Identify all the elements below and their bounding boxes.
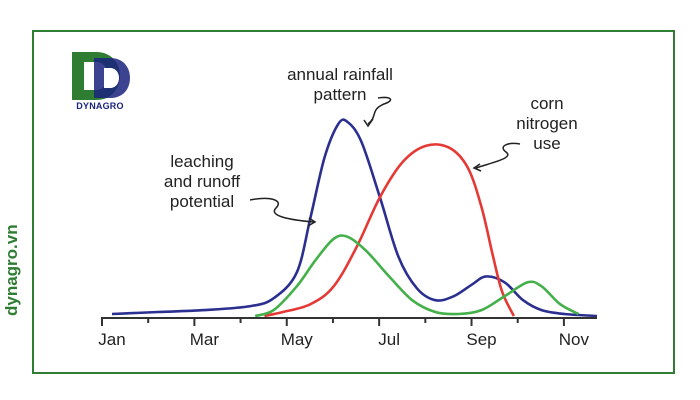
annotation-nitrogen-arrowhead	[472, 163, 482, 172]
logo-label: DYNAGRO	[76, 101, 124, 111]
annotation-leaching-line3: potential	[170, 192, 234, 211]
annotation-nitrogen-line1: corn	[530, 94, 563, 113]
annotation-nitrogen-line3: use	[533, 134, 560, 153]
x-tick-label: Jul	[378, 330, 400, 349]
series-line-nitrogen	[264, 143, 516, 318]
dynagro-logo	[72, 52, 130, 100]
series-line-rainfall	[111, 118, 598, 318]
annotation-rainfall-line2: pattern	[314, 85, 367, 104]
x-tick-label: Sep	[466, 330, 496, 349]
annotation-nitrogen-line2: nitrogen	[516, 114, 577, 133]
annotation-rainfall-arrow	[367, 96, 392, 125]
annotation-rainfall-arrowhead	[363, 118, 374, 128]
x-tick-label: Mar	[190, 330, 220, 349]
annotation-leaching-line1: leaching	[170, 152, 233, 171]
annotation-leaching-arrow	[249, 197, 315, 223]
annotation-leaching-line2: and runoff	[164, 172, 241, 191]
x-tick-label: Jan	[98, 330, 125, 349]
x-tick-label: May	[281, 330, 314, 349]
series-line-leaching	[254, 234, 580, 318]
x-tick-label: Nov	[559, 330, 590, 349]
brand-frame	[32, 30, 675, 374]
annotation-nitrogen-arrow	[475, 142, 521, 169]
annotation-leaching-arrowhead	[307, 217, 317, 227]
annotation-rainfall-line1: annual rainfall	[287, 65, 393, 84]
